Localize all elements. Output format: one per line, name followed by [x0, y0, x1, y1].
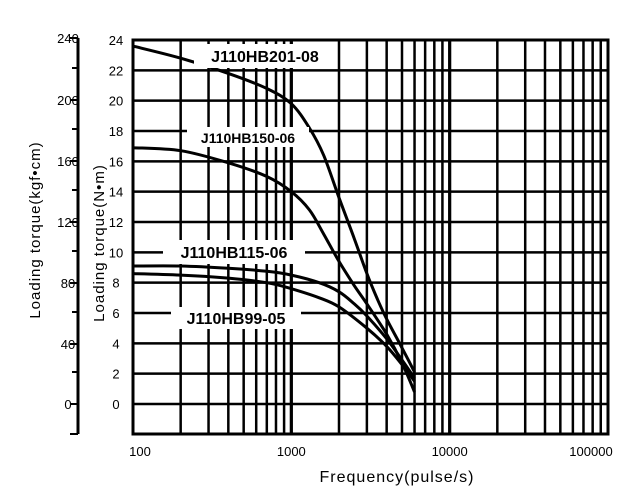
series-line-j110hb150-06 [132, 146, 416, 393]
series-labels: J110HB201-08 J110HB150-06 J110HB115-06 J110… [163, 44, 336, 329]
series-label: J110HB150-06 [201, 130, 295, 146]
series-label-box [187, 127, 309, 147]
y2-tick-label: 200 [57, 93, 79, 108]
x-tick-label: 1000 [277, 444, 306, 459]
y-tick-label: 12 [109, 215, 123, 230]
axes: 0246810121416182022240408012016020024010… [57, 31, 613, 459]
y-tick-label: 4 [112, 336, 119, 351]
y-tick-label: 8 [112, 276, 119, 291]
x-axis-label: Frequency(pulse/s) [320, 469, 475, 486]
y-tick-label: 18 [109, 124, 123, 139]
y-tick-label: 10 [109, 245, 123, 260]
plot-frame [131, 38, 610, 436]
series-label: J110HB115-06 [181, 245, 288, 262]
series-label-box [163, 240, 305, 264]
y-tick-label: 16 [109, 154, 123, 169]
y2-tick-label: 40 [61, 337, 75, 352]
x-tick-label: 100 [129, 444, 151, 459]
series-label: J110HB99-05 [187, 311, 286, 328]
y-tick-label: 24 [109, 33, 123, 48]
series-label-box [194, 44, 336, 68]
y-axis-label-kgfcm: Loading torque(kgf•cm) [27, 141, 44, 318]
y2-tick-label: 0 [64, 397, 71, 412]
y-tick-label: 14 [109, 185, 123, 200]
series-line-j110hb201-08 [132, 44, 416, 373]
plot-grid [131, 38, 610, 436]
series-line-j110hb99-05 [132, 272, 416, 383]
series-curves [132, 44, 416, 393]
y2-tick-label: 80 [61, 276, 75, 291]
y2-tick-label: 240 [57, 31, 79, 46]
y-tick-label: 6 [112, 306, 119, 321]
y-tick-label: 20 [109, 94, 123, 109]
y-tick-label: 0 [112, 397, 119, 412]
series-label-box [171, 307, 301, 329]
y-tick-label: 2 [112, 367, 119, 382]
x-tick-label: 10000 [432, 444, 468, 459]
x-tick-label: 100000 [569, 444, 612, 459]
series-line-j110hb115-06 [132, 264, 416, 380]
y-axis-label-nm: Loading torque(N•m) [91, 164, 108, 322]
y2-tick-label: 120 [57, 215, 79, 230]
series-label: J110HB201-08 [211, 49, 319, 66]
y2-tick-label: 160 [57, 154, 79, 169]
y-tick-label: 22 [109, 63, 123, 78]
